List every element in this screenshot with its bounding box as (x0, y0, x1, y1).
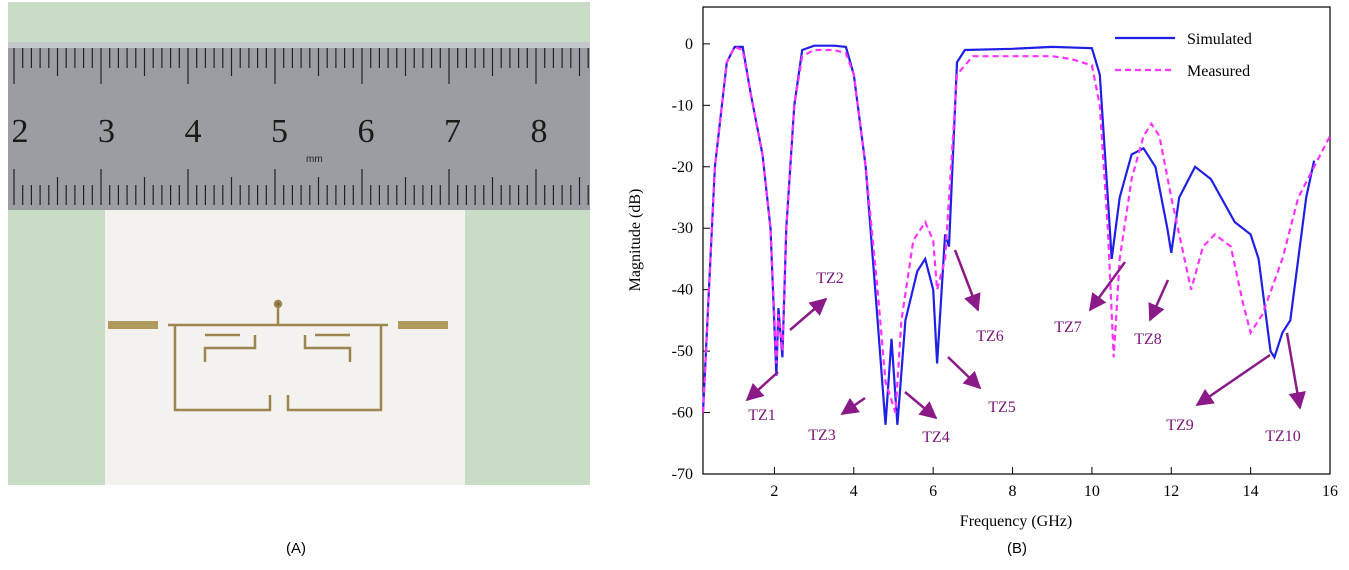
annotation-arrow (1148, 279, 1170, 322)
y-axis-label: Magnitude (dB) (627, 189, 644, 292)
annotation-arrow (1195, 353, 1271, 407)
x-axis-label: Frequency (GHz) (960, 513, 1072, 530)
ruler-number: 2 (12, 113, 29, 150)
annotation-arrow (904, 391, 938, 420)
plot: Frequency (GHz) Magnitude (dB) 2 4 6 8 10 12 1… (627, 6, 1338, 530)
annotation-arrow (1285, 332, 1306, 410)
y-tick-label: -30 (672, 220, 693, 237)
annotation-arrow (789, 297, 828, 331)
ruler-number: 4 (185, 113, 202, 150)
ruler-number: 5 (271, 113, 288, 150)
x-tick-label: 6 (929, 483, 937, 500)
series-line (701, 45, 1331, 413)
board (105, 210, 465, 485)
x-tick-label: 14 (1243, 483, 1259, 500)
circuit (108, 299, 448, 412)
panel-label: (A) (286, 540, 306, 557)
via (273, 299, 283, 309)
ruler-number: 7 (444, 113, 461, 150)
resonator (168, 305, 388, 412)
ruler (8, 42, 590, 210)
legend-label: Simulated (1187, 31, 1252, 48)
annotation: TZ2 (816, 270, 844, 287)
annotation: TZ3 (808, 427, 836, 444)
annotation: TZ1 (748, 407, 776, 424)
x-tick-label: 12 (1163, 483, 1179, 500)
photo: 2 3 4 5 6 7 8 mm (8, 2, 590, 485)
x-tick-label: 4 (850, 483, 858, 500)
ruler-number: 6 (358, 113, 375, 150)
annotation-arrow (947, 356, 982, 390)
y-tick-label: -40 (672, 282, 693, 299)
x-tick-label: 8 (1009, 483, 1017, 500)
annotation: TZ9 (1166, 417, 1194, 434)
y-tick-label: -20 (672, 159, 693, 176)
ruler-edge (8, 42, 590, 48)
y-tick-label: -50 (672, 343, 693, 360)
annotation: TZ4 (922, 429, 950, 446)
ruler-number: 8 (531, 113, 548, 150)
x-tick-label: 10 (1084, 483, 1100, 500)
series-line (701, 44, 1316, 425)
annotation-arrow (840, 396, 866, 416)
ruler-unit: mm (306, 154, 323, 165)
annotation: TZ6 (976, 328, 1004, 345)
annotation-arrow (745, 371, 779, 402)
panel-label: (B) (1007, 540, 1027, 557)
x-tick-label: 2 (770, 483, 778, 500)
annotation: TZ10 (1265, 428, 1301, 445)
feed-left (108, 321, 158, 329)
ruler-number: 3 (98, 113, 115, 150)
y-tick-label: 0 (685, 36, 693, 53)
annotation: TZ5 (988, 399, 1016, 416)
x-tick-label: 16 (1322, 483, 1338, 500)
annotation-arrow (1088, 261, 1127, 312)
stubs (203, 333, 352, 362)
annotation: TZ7 (1054, 319, 1082, 336)
annotation-arrow (953, 249, 981, 312)
feed-right (398, 321, 448, 329)
plot-frame (702, 6, 1331, 475)
legend-label: Measured (1187, 63, 1250, 80)
y-tick-label: -70 (672, 466, 693, 483)
annotation: TZ8 (1134, 331, 1162, 348)
y-tick-label: -60 (672, 405, 693, 422)
y-tick-label: -10 (672, 97, 693, 114)
